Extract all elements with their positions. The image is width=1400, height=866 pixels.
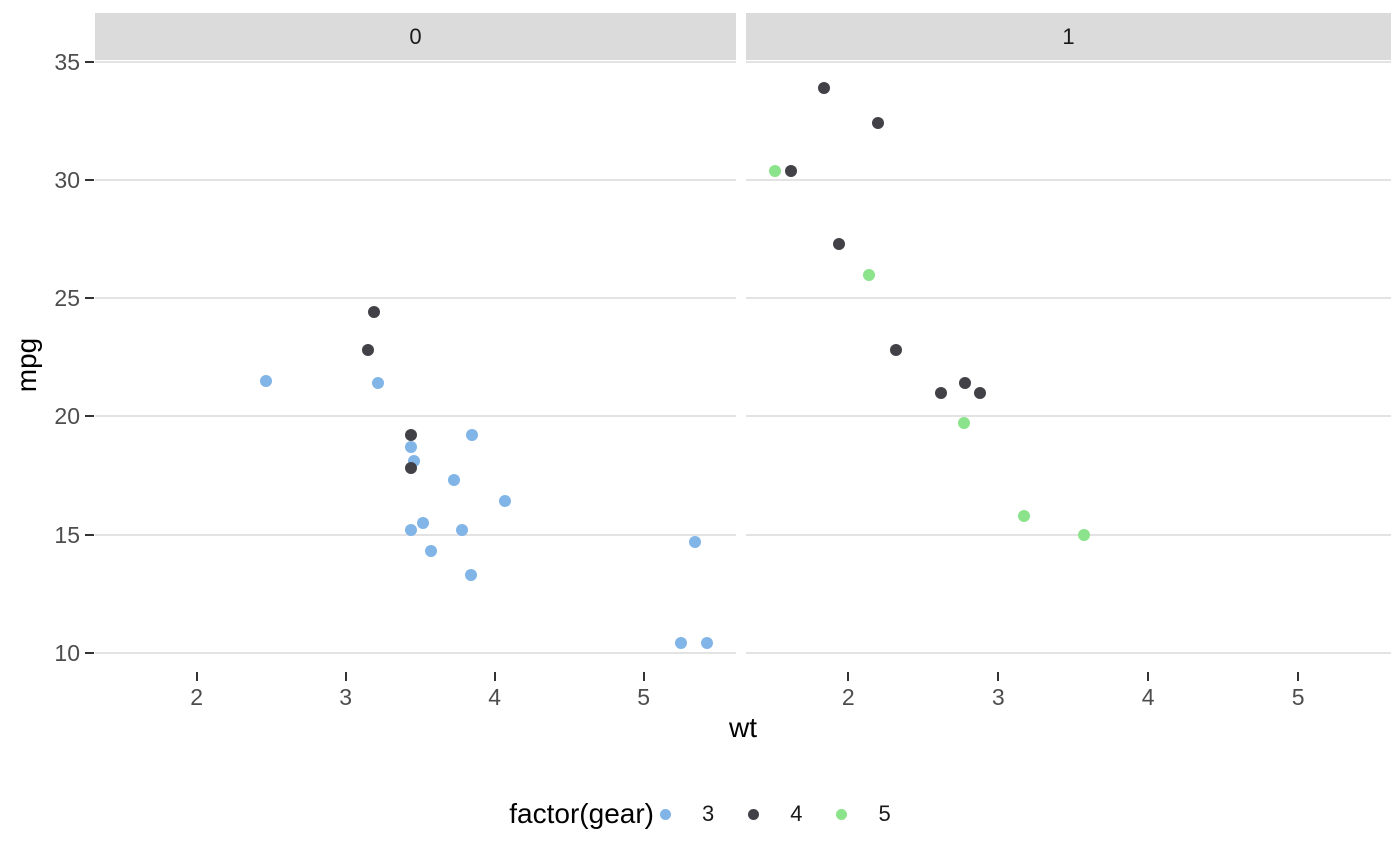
gridline — [746, 297, 1391, 300]
legend-key: 3 — [659, 801, 715, 827]
data-point — [689, 535, 702, 548]
data-point — [405, 429, 418, 442]
data-point — [455, 523, 468, 536]
y-axis-title: mpg — [11, 337, 42, 393]
y-tick-label: 20 — [54, 403, 80, 430]
legend-label: 5 — [878, 801, 891, 826]
data-point — [959, 377, 972, 390]
data-point — [371, 377, 384, 390]
data-point — [499, 495, 512, 508]
data-point — [424, 545, 437, 558]
data-point — [700, 637, 713, 650]
legend-title: factor(gear) — [509, 798, 654, 829]
data-point — [973, 386, 986, 399]
legend-label: 4 — [790, 801, 803, 826]
data-point — [935, 386, 948, 399]
facet-strip-1: 1 — [746, 13, 1391, 60]
data-point — [417, 516, 430, 529]
gridline — [746, 415, 1391, 418]
legend-label: 3 — [701, 801, 715, 826]
legend-swatch-5 — [836, 808, 848, 820]
data-point — [362, 344, 375, 357]
x-tick-label: 2 — [841, 684, 855, 710]
y-tick-mark — [85, 60, 94, 63]
gridline — [746, 651, 1391, 654]
y-tick-mark — [85, 651, 94, 654]
gridline — [95, 415, 736, 418]
legend-swatch-4 — [748, 808, 760, 820]
data-point — [817, 81, 830, 94]
y-tick-label: 15 — [54, 521, 80, 548]
x-axis-title: wt — [729, 712, 757, 743]
x-tick-label: 3 — [339, 684, 353, 710]
x-tick-mark — [344, 672, 347, 681]
data-point — [1017, 509, 1030, 522]
x-tick-mark — [847, 672, 850, 681]
x-tick-mark — [997, 672, 1000, 681]
data-point — [863, 268, 876, 281]
legend-swatch-3 — [659, 808, 671, 820]
data-point — [872, 117, 885, 130]
data-point — [465, 429, 478, 442]
gridline — [746, 60, 1391, 63]
data-point — [957, 417, 970, 430]
data-point — [259, 374, 272, 387]
gridline — [95, 297, 736, 300]
legend: factor(gear) 3 4 5 — [0, 796, 1400, 832]
y-tick-label: 25 — [54, 285, 80, 312]
y-tick-mark — [85, 533, 94, 536]
y-tick-label: 35 — [54, 48, 80, 75]
y-tick-mark — [85, 297, 94, 300]
facet-strip-label-1: 1 — [1062, 23, 1075, 49]
data-point — [448, 474, 461, 487]
data-point — [1077, 528, 1090, 541]
data-point — [674, 637, 687, 650]
data-point — [890, 344, 903, 357]
x-tick-mark — [493, 672, 496, 681]
data-point — [405, 441, 418, 454]
x-tick-label: 2 — [190, 684, 204, 710]
x-tick-label: 4 — [1141, 684, 1155, 710]
gridline — [95, 533, 736, 536]
gridline — [95, 60, 736, 63]
y-tick-label: 10 — [54, 639, 80, 666]
data-point — [368, 306, 380, 319]
gridline — [95, 178, 736, 181]
facet-strip-label-0: 0 — [409, 23, 422, 49]
gridline — [746, 533, 1391, 536]
y-tick-label: 30 — [54, 166, 80, 193]
data-point — [832, 237, 845, 250]
data-point — [405, 462, 418, 475]
x-tick-mark — [1147, 672, 1150, 681]
gridline — [746, 178, 1391, 181]
x-tick-mark — [642, 672, 645, 681]
legend-key: 5 — [836, 801, 891, 827]
x-tick-label: 5 — [637, 684, 651, 710]
data-point — [784, 164, 797, 177]
facet-strip-0: 0 — [95, 13, 736, 60]
legend-items: 3 4 5 — [659, 801, 891, 827]
x-tick-label: 3 — [991, 684, 1005, 710]
y-tick-mark — [85, 178, 94, 181]
y-tick-mark — [85, 415, 94, 418]
x-tick-label: 5 — [1291, 684, 1305, 710]
facet-panel-0 — [95, 60, 736, 671]
data-point — [769, 164, 782, 177]
legend-key: 4 — [748, 801, 802, 827]
x-tick-mark — [1297, 672, 1300, 681]
data-point — [404, 523, 417, 536]
data-point — [464, 568, 477, 581]
x-tick-mark — [195, 672, 198, 681]
x-tick-label: 4 — [488, 684, 502, 710]
gridline — [95, 651, 736, 654]
facet-panel-1 — [746, 60, 1391, 671]
